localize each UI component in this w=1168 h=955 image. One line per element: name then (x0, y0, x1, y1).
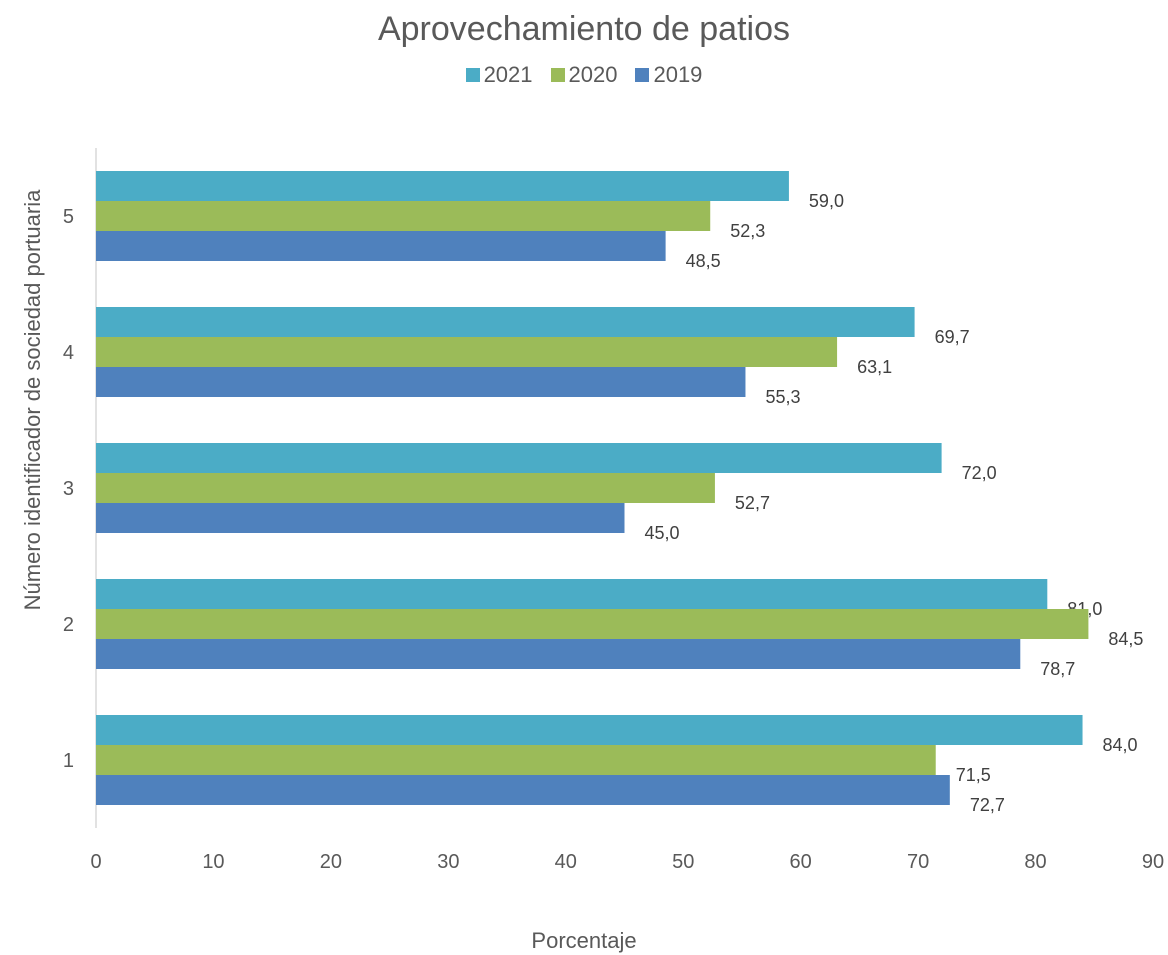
x-tick-label-0: 0 (90, 851, 101, 873)
bar-2021-cat-5 (96, 171, 789, 201)
x-tick-label-70: 70 (907, 851, 929, 873)
legend-item-2020: 2020 (550, 62, 618, 88)
x-tick-label-10: 10 (202, 851, 224, 873)
bar-2019-cat-5 (96, 231, 666, 261)
legend-swatch-2019 (635, 68, 650, 82)
bar-2020-cat-2 (96, 609, 1089, 639)
data-label-2021-cat-5: 59,0 (809, 191, 844, 211)
y-tick-label-3: 3 (63, 478, 74, 500)
legend-label-2020: 2020 (568, 62, 618, 87)
x-tick-label-20: 20 (320, 851, 342, 873)
data-label-2019-cat-5: 48,5 (686, 251, 721, 271)
x-tick-label-90: 90 (1142, 851, 1164, 873)
data-label-2021-cat-1: 84,0 (1103, 735, 1138, 755)
data-label-2021-cat-3: 72,0 (962, 463, 997, 483)
x-tick-label-50: 50 (672, 851, 694, 873)
data-label-2019-cat-2: 78,7 (1040, 659, 1075, 679)
data-label-2019-cat-4: 55,3 (765, 387, 800, 407)
legend-label-2019: 2019 (653, 62, 703, 87)
y-tick-label-5: 5 (63, 206, 74, 228)
bar-2019-cat-2 (96, 639, 1021, 669)
x-axis-label: Porcentaje (531, 928, 637, 953)
legend-item-2019: 2019 (635, 62, 702, 88)
data-label-2020-cat-5: 52,3 (730, 221, 765, 241)
bar-2021-cat-4 (96, 307, 915, 337)
data-label-2019-cat-1: 72,7 (970, 795, 1005, 815)
y-tick-label-4: 4 (63, 342, 74, 364)
legend-swatch-2021 (465, 68, 480, 82)
legend: 2021 2020 2019 (0, 62, 1168, 88)
data-label-2020-cat-4: 63,1 (857, 357, 892, 377)
legend-swatch-2020 (550, 68, 565, 82)
data-label-2020-cat-1: 71,5 (956, 765, 991, 785)
data-label-2020-cat-3: 52,7 (735, 493, 770, 513)
y-tick-label-2: 2 (63, 614, 74, 636)
legend-item-2021: 2021 (465, 62, 533, 88)
x-tick-label-60: 60 (790, 851, 812, 873)
bar-2019-cat-3 (96, 503, 625, 533)
x-tick-label-40: 40 (555, 851, 577, 873)
y-tick-label-1: 1 (63, 750, 74, 772)
bar-2020-cat-5 (96, 201, 711, 231)
data-label-2021-cat-4: 69,7 (935, 327, 970, 347)
bar-2020-cat-3 (96, 473, 715, 503)
x-tick-label-30: 30 (437, 851, 459, 873)
bar-2019-cat-1 (96, 775, 950, 805)
chart-title: Aprovechamiento de patios (377, 10, 791, 48)
bar-2021-cat-3 (96, 443, 942, 473)
data-label-2019-cat-3: 45,0 (645, 523, 680, 543)
bar-2020-cat-1 (96, 745, 936, 775)
bar-2019-cat-4 (96, 367, 746, 397)
bar-2021-cat-2 (96, 579, 1048, 609)
bar-2020-cat-4 (96, 337, 838, 367)
data-label-2020-cat-2: 84,5 (1108, 629, 1143, 649)
bar-2021-cat-1 (96, 715, 1083, 745)
legend-label-2021: 2021 (483, 62, 533, 87)
x-tick-label-80: 80 (1024, 851, 1046, 873)
